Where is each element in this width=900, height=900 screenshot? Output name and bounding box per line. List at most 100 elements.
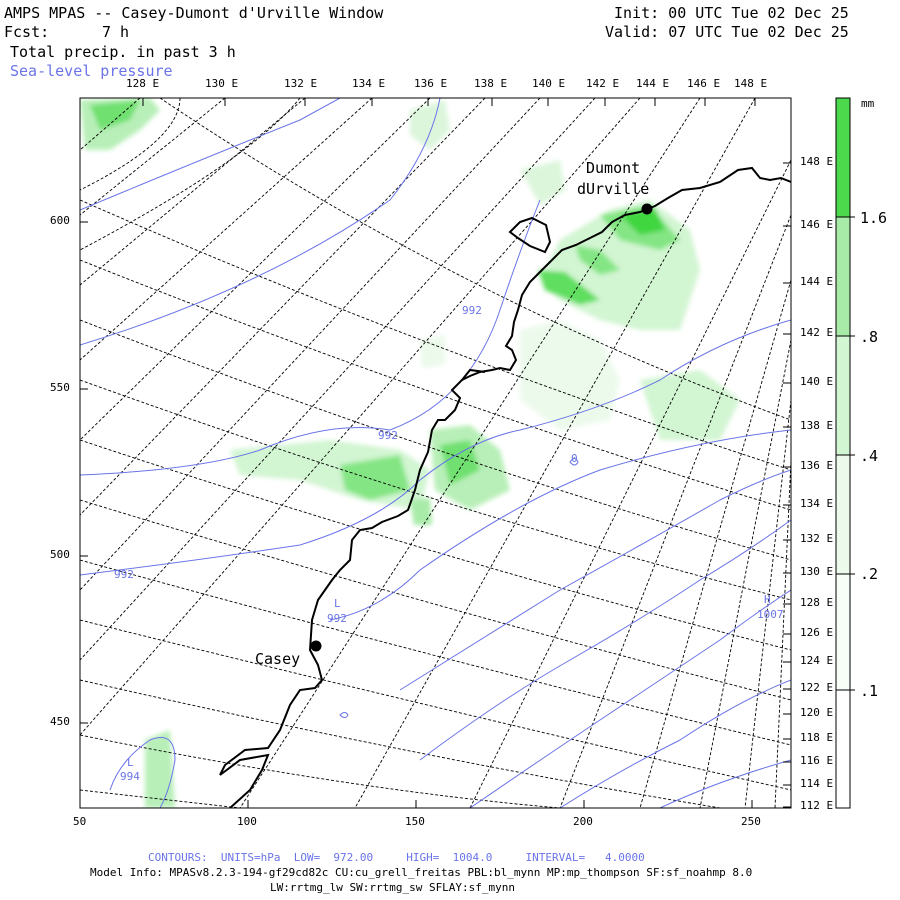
lon-label-top: 148 E bbox=[734, 77, 768, 90]
colorbar-level: 1.6 bbox=[860, 209, 888, 227]
isobar bbox=[399, 469, 791, 691]
colorbar-level: .4 bbox=[860, 447, 879, 465]
meridian-line bbox=[80, 98, 641, 736]
contour-info: CONTOURS: UNITS=hPa LOW= 972.00 HIGH= 10… bbox=[148, 851, 645, 864]
precip-area bbox=[340, 455, 410, 500]
dumont-label: Dumont bbox=[586, 159, 641, 177]
overlay-label: Sea-level pressure bbox=[10, 62, 173, 80]
lon-label-top: 128 E bbox=[126, 77, 160, 90]
colorbar-units: mm bbox=[861, 97, 875, 110]
x-axis-label: 200 bbox=[573, 815, 593, 828]
dumont-durville-marker bbox=[641, 203, 653, 215]
lon-label-right: 144 E bbox=[800, 275, 834, 288]
lon-label-right: 124 E bbox=[800, 654, 834, 667]
colorbar-level: .1 bbox=[860, 682, 879, 700]
isobar bbox=[469, 589, 791, 808]
meridian-line bbox=[80, 98, 486, 516]
precip-area bbox=[640, 370, 740, 440]
lon-label-top: 146 E bbox=[687, 77, 721, 90]
contour-label: 992 bbox=[462, 304, 482, 317]
meridian-line bbox=[354, 98, 756, 808]
lon-label-right: 116 E bbox=[800, 754, 834, 767]
lon-label-right: 146 E bbox=[800, 218, 834, 231]
colorbar-bin-1-6 bbox=[835, 97, 851, 218]
precip-area bbox=[410, 100, 450, 150]
x-axis-label: 100 bbox=[237, 815, 257, 828]
meridian-line bbox=[80, 98, 431, 441]
latitude-arc bbox=[80, 379, 791, 601]
high-center-symbol: H bbox=[764, 593, 771, 606]
meridian-line bbox=[744, 399, 791, 808]
colorbar-bin-0-4 bbox=[835, 335, 851, 456]
lon-label-right: 122 E bbox=[800, 681, 834, 694]
lon-label-top: 130 E bbox=[205, 77, 239, 90]
precip-shading bbox=[80, 98, 740, 808]
latitude-arc bbox=[80, 199, 791, 471]
lon-label-right: 114 E bbox=[800, 777, 834, 790]
casey-label: Casey bbox=[255, 650, 301, 668]
meridian-line bbox=[80, 98, 226, 216]
forecast-hour: 7 h bbox=[102, 23, 130, 41]
meridian-line bbox=[80, 98, 373, 361]
isobar bbox=[80, 199, 541, 476]
low-center-value: 994 bbox=[120, 770, 140, 783]
lon-label-top: 144 E bbox=[636, 77, 670, 90]
forecast-label: Fcst: bbox=[4, 23, 50, 41]
isobar bbox=[559, 679, 791, 808]
latitude-arc bbox=[80, 98, 181, 191]
meridian-line bbox=[80, 98, 306, 286]
stations bbox=[310, 203, 653, 652]
meridian-line bbox=[774, 459, 791, 808]
isobar bbox=[659, 759, 791, 808]
colorbar bbox=[835, 97, 855, 809]
coastline bbox=[219, 166, 791, 808]
lon-label-top: 140 E bbox=[532, 77, 566, 90]
precip-area bbox=[410, 498, 432, 525]
precip-area bbox=[440, 440, 480, 485]
latitude-arc bbox=[80, 619, 791, 791]
meridian-line bbox=[80, 98, 141, 151]
meridian-line bbox=[80, 98, 541, 591]
colorbar-bin-0-2 bbox=[835, 454, 851, 575]
latitude-arc bbox=[80, 679, 721, 808]
map-frame bbox=[79, 97, 792, 809]
y-axis-label: 550 bbox=[50, 381, 70, 394]
lon-label-right: 118 E bbox=[800, 731, 834, 744]
precip-area bbox=[575, 245, 620, 275]
isobar bbox=[80, 98, 341, 211]
contour-label: 992 bbox=[378, 429, 398, 442]
field-label: Total precip. in past 3 h bbox=[10, 43, 236, 61]
pressure-contours bbox=[80, 98, 791, 808]
isobar bbox=[569, 458, 579, 466]
isobar bbox=[339, 712, 349, 718]
colorbar-bin-0-8 bbox=[835, 216, 851, 337]
lon-label-right: 130 E bbox=[800, 565, 834, 578]
latitude-arc bbox=[80, 319, 791, 561]
latitude-arc bbox=[80, 259, 791, 511]
isobar bbox=[329, 429, 791, 621]
latitude-arc bbox=[80, 734, 561, 808]
durville-label: dUrville bbox=[577, 180, 650, 198]
lon-label-top: 132 E bbox=[284, 77, 318, 90]
low-center-symbol: L bbox=[127, 756, 134, 769]
lon-label-right: 140 E bbox=[800, 375, 834, 388]
valid-time: Valid: 07 UTC Tue 02 Dec 25 bbox=[605, 23, 849, 41]
colorbar-level: .2 bbox=[860, 565, 879, 583]
lon-label-right: 136 E bbox=[800, 459, 834, 472]
y-axis-label: 600 bbox=[50, 214, 70, 227]
isobar bbox=[419, 519, 791, 761]
isobar bbox=[109, 737, 176, 808]
precip-area bbox=[90, 100, 140, 130]
low-center-value: 992 bbox=[327, 612, 347, 625]
meridian-line bbox=[469, 159, 791, 808]
isobar bbox=[80, 319, 791, 576]
colorbar-bin-0-1 bbox=[835, 573, 851, 691]
latitude-arc bbox=[80, 499, 791, 701]
contour-label: 992 bbox=[114, 568, 134, 581]
lon-label-top: 134 E bbox=[352, 77, 386, 90]
x-axis-label: 50 bbox=[73, 815, 87, 828]
colorbar-bin-low bbox=[835, 689, 851, 809]
precip-area bbox=[420, 335, 445, 368]
latitude-arc bbox=[80, 98, 301, 251]
